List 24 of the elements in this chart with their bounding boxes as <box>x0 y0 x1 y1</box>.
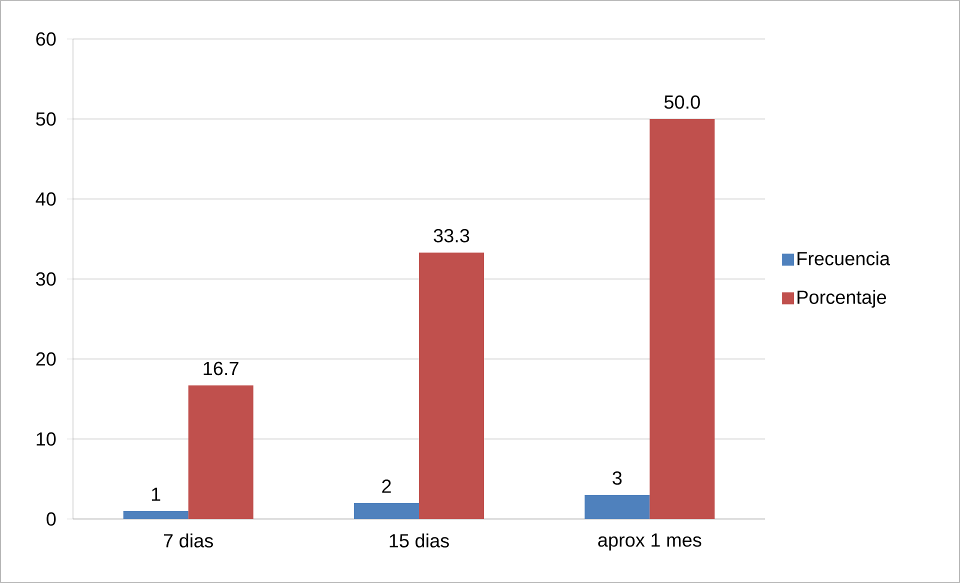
bar <box>584 495 650 519</box>
x-tick-label: 15 dias <box>390 534 449 548</box>
x-tick-label: aprox 1 mes <box>598 534 702 551</box>
data-label: 3 <box>612 471 622 485</box>
bar <box>123 511 188 519</box>
y-tick-label: 0 <box>46 512 56 526</box>
legend-label: Porcentaje <box>798 290 886 308</box>
bar <box>354 503 420 519</box>
x-tick-label: 7 dias <box>164 534 213 548</box>
data-label: 50.0 <box>664 95 700 109</box>
data-label: 1 <box>152 488 160 501</box>
y-tick-label: 20 <box>36 352 56 366</box>
bar <box>419 252 484 519</box>
data-label: 33.3 <box>434 228 470 242</box>
y-tick-label: 40 <box>36 192 56 206</box>
y-tick-label: 10 <box>36 432 56 446</box>
y-tick-label: 50 <box>36 112 56 126</box>
data-label: 2 <box>382 480 391 493</box>
legend-label: Frecuencia <box>798 251 890 266</box>
bar <box>188 385 254 519</box>
y-tick-label: 30 <box>36 272 56 286</box>
y-tick-label: 60 <box>36 32 56 46</box>
bar <box>650 119 715 519</box>
data-label: 16.7 <box>204 362 238 376</box>
